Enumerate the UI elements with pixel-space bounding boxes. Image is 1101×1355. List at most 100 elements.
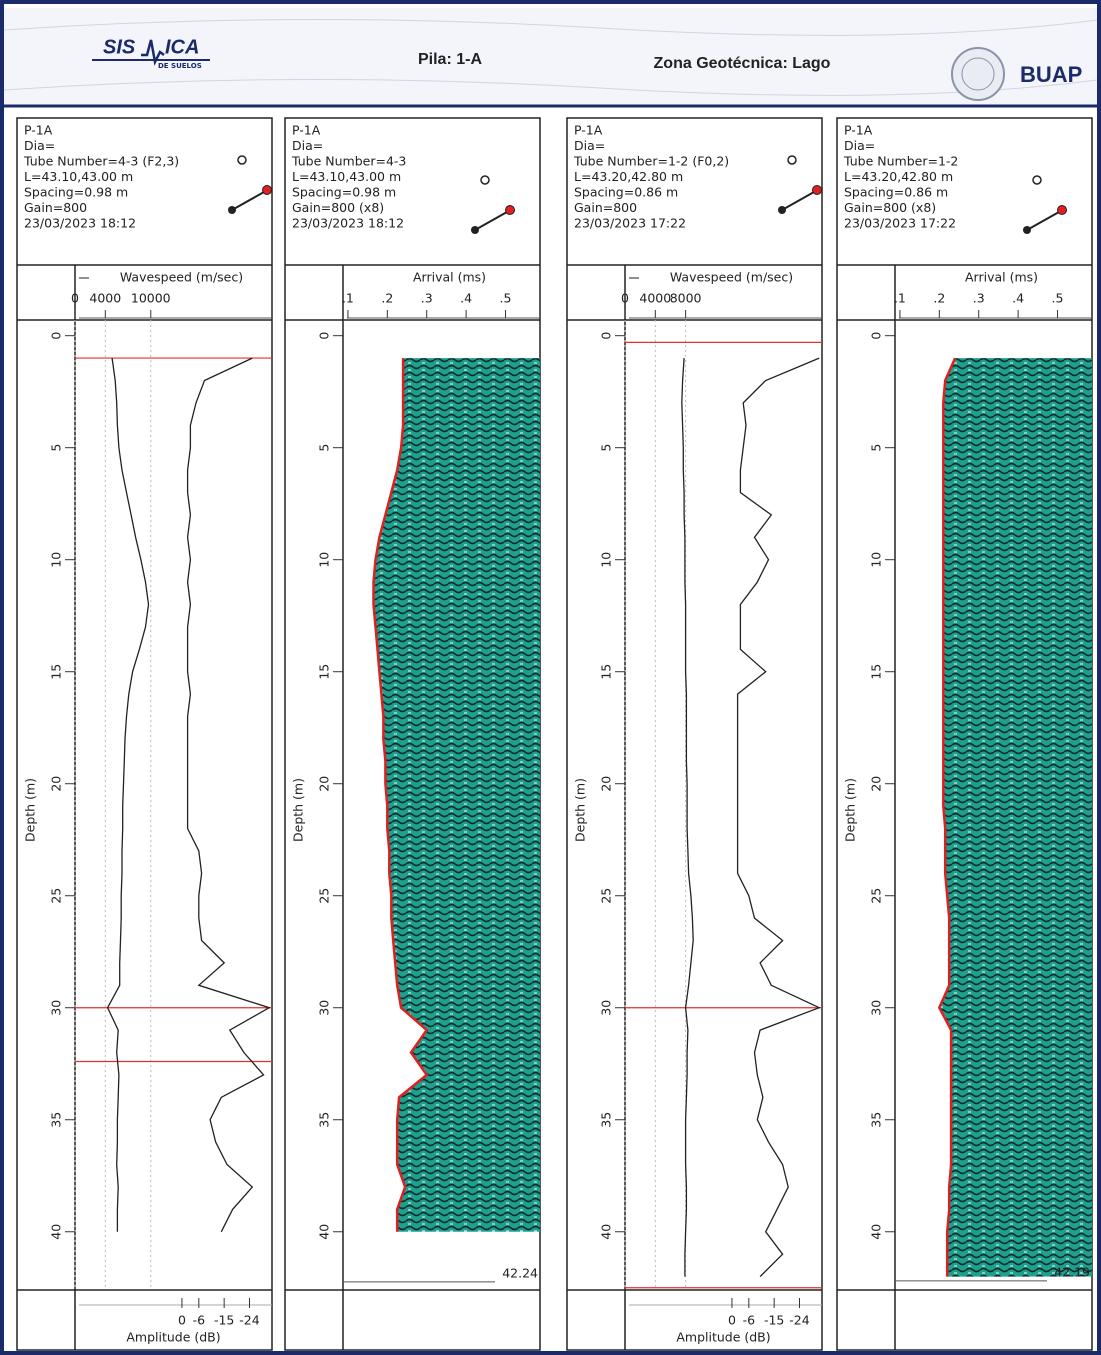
x-tick-label: 10000 [131,291,171,306]
amplitude-line [736,357,821,1278]
tube [1032,175,1042,185]
y-tick-label: 30 [317,1000,332,1016]
seal-inner [961,57,995,91]
zona: Zona Geotécnica: Lago [654,55,831,72]
x-tick-label: .3 [973,291,985,306]
amp-tick-label: -15 [214,1313,234,1328]
info-line: Spacing=0.98 m [24,185,128,200]
y-tick-label: 30 [599,1000,614,1016]
x-tick-label: .5 [1052,291,1064,306]
y-tick-label: 0 [49,332,64,340]
tube-arrow [781,191,815,211]
amp-tick-label: -6 [193,1313,206,1328]
logo-wave [141,39,165,66]
x-axis-label: Arrival (ms) [965,270,1038,285]
arrival-edge [372,358,429,1232]
end-label: 42.24 [502,1265,538,1280]
logo-left: SIS [103,36,136,58]
logo-right: ICA [165,36,199,58]
y-tick-label: 20 [869,776,884,792]
tube [237,155,247,165]
y-tick-label: 15 [317,664,332,680]
y-tick-label: 25 [49,888,64,904]
info-line: L=43.20,42.80 m [844,169,953,184]
x-tick-label: .4 [1012,291,1024,306]
y-tick-label: 40 [49,1224,64,1240]
pila: Pila: 1-A [418,51,482,68]
amplitude-line [186,357,271,1233]
institution: BUAP [1020,62,1082,87]
info-line: Gain=800 [24,200,87,215]
info-line: Spacing=0.86 m [844,185,948,200]
tube-arrow [231,191,265,211]
y-tick-label: 20 [317,776,332,792]
y-tick-label: 0 [599,332,614,340]
y-tick-label: 0 [869,332,884,340]
y-axis-label: Depth (m) [23,778,38,842]
info-line: Gain=800 [574,200,637,215]
arrival-edge [937,357,957,1277]
y-tick-label: 40 [869,1224,884,1240]
info-line: P-1A [844,123,873,138]
y-axis-label: Depth (m) [573,778,588,842]
info-line: L=43.10,43.00 m [24,169,133,184]
amp-label: Amplitude (dB) [126,1330,220,1345]
info-line: Dia= [24,138,55,153]
info-line: Tube Number=1-2 (F0,2) [573,154,729,169]
y-tick-label: 35 [599,1112,614,1128]
y-tick-label: 0 [317,332,332,340]
info-line: Gain=800 (x8) [292,200,384,215]
y-tick-label: 15 [599,664,614,680]
x-tick-label: .1 [894,291,906,306]
x-tick-label: .3 [421,291,433,306]
tube [812,185,822,195]
x-tick-label: 0 [621,291,629,306]
y-tick-label: 40 [599,1224,614,1240]
amp-tick-label: 0 [178,1313,186,1328]
header-wave [3,18,1098,36]
header-band [4,8,1097,105]
x-tick-label: .4 [460,291,472,306]
y-tick-label: 5 [599,444,614,452]
header: SIS ICA DE SUELOS Pila: 1-A Zona Geotécn… [3,8,1098,108]
x-tick-label: .1 [342,291,354,306]
y-tick-label: 25 [869,888,884,904]
x-axis-label: Wavespeed (m/sec) [120,270,243,285]
y-tick-label: 35 [317,1112,332,1128]
y-tick-label: 10 [49,552,64,568]
amp-tick-label: 0 [728,1313,736,1328]
panel-frame [566,117,823,1351]
arrival-fill [373,358,540,1232]
info-line: 23/03/2023 18:12 [24,216,136,231]
info-line: L=43.10,43.00 m [292,169,401,184]
y-tick-label: 15 [49,664,64,680]
y-tick-label: 5 [317,444,332,452]
info-line: P-1A [24,123,53,138]
info-line: P-1A [292,123,321,138]
x-tick-label: .2 [933,291,945,306]
info-line: Dia= [844,138,875,153]
amp-tick-label: -15 [764,1313,784,1328]
y-tick-label: 35 [49,1112,64,1128]
tube [1057,205,1067,215]
y-tick-label: 40 [317,1224,332,1240]
info-line: Spacing=0.98 m [292,185,396,200]
y-tick-label: 35 [869,1112,884,1128]
tube [480,175,490,185]
end-label: 42.19 [1054,1264,1090,1279]
x-axis-label: Arrival (ms) [413,270,486,285]
x-tick-label: 8000 [670,291,702,306]
x-tick-label: 0 [71,291,79,306]
y-tick-label: 5 [49,444,64,452]
arrival-fill [939,358,1092,1277]
wavespeed-line [106,358,150,1232]
amp-tick-label: -6 [743,1313,756,1328]
info-line: 23/03/2023 17:22 [844,216,956,231]
x-tick-label: .2 [381,291,393,306]
info-line: L=43.20,42.80 m [574,169,683,184]
